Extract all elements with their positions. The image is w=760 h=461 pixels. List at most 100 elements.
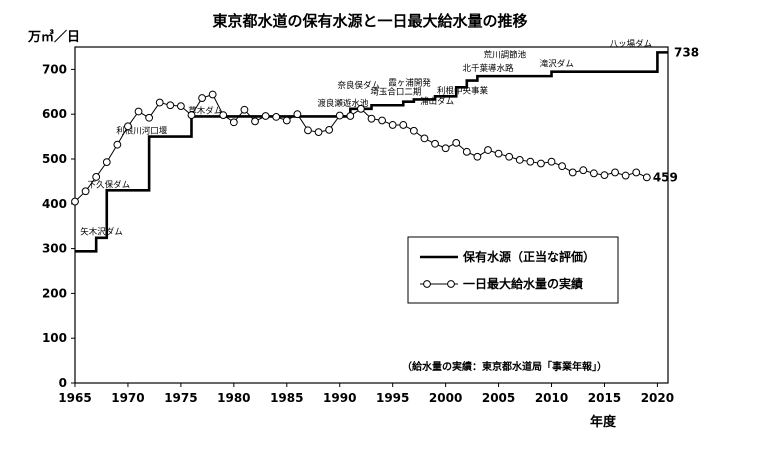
data-point (229, 118, 238, 127)
x-tick-label: 2020 (641, 391, 674, 405)
x-tick-label: 2000 (429, 391, 462, 405)
data-point (346, 112, 355, 120)
data-point (409, 126, 418, 135)
data-point (325, 125, 334, 134)
x-tick-label: 1970 (111, 391, 144, 405)
data-point (505, 152, 514, 161)
data-point (431, 139, 439, 148)
data-point (251, 117, 259, 126)
x-tick-label: 2010 (535, 391, 568, 405)
x-tick-label: 1985 (270, 391, 303, 405)
annotation-label: 浦山ダム (420, 96, 454, 107)
source-note: （給水量の実績：東京都水道局「事業年報」） (402, 360, 607, 373)
axis-ticks: 0 100 200 300 400 500 600 700 1965 1970 1975 1980 19… (42, 62, 674, 405)
data-point (452, 138, 461, 147)
data-point (261, 112, 270, 120)
data-point (589, 169, 598, 178)
data-point (166, 101, 175, 110)
annotation-label: 北千葉導水路 (462, 63, 514, 74)
series-line-supply (75, 51, 668, 253)
data-point (441, 144, 450, 153)
data-point (473, 152, 482, 161)
data-point (102, 158, 111, 167)
annotation-label: 利根川河口堰 (116, 126, 168, 137)
data-point (420, 134, 429, 143)
data-point (357, 104, 365, 113)
data-point (547, 157, 556, 166)
chart-title: 東京都水道の保有水源と一日最大給水量の推移 (212, 12, 527, 30)
annotation-label: 奈良俣ダム (338, 80, 381, 91)
data-point (92, 173, 101, 181)
data-point (198, 94, 206, 102)
data-point (272, 112, 281, 121)
data-point (304, 126, 312, 135)
legend-label-supply: 保有水源（正当な評価） (462, 249, 595, 264)
x-tick-label: 2015 (588, 391, 621, 405)
y-tick-label: 400 (42, 197, 67, 211)
data-point (611, 168, 619, 177)
data-point (537, 159, 545, 168)
annotation-label: 矢木沢ダム (80, 226, 123, 237)
x-tick-label: 1990 (323, 391, 356, 405)
data-point (282, 116, 291, 125)
data-point (388, 121, 397, 129)
data-point (71, 197, 79, 206)
data-point (526, 157, 535, 166)
y-tick-label: 300 (42, 242, 67, 256)
x-axis-label: 年度 (590, 414, 617, 430)
legend-label-demand: 一日最大給水量の実績 (463, 276, 583, 291)
x-tick-label: 1975 (164, 391, 197, 405)
y-tick-label: 600 (42, 107, 67, 121)
end-label-supply: 738 (674, 45, 699, 59)
data-point (219, 111, 228, 119)
data-point (558, 162, 567, 171)
data-point (484, 146, 492, 154)
y-tick-label: 0 (59, 376, 67, 390)
annotation-label: 滝沢ダム (540, 58, 574, 69)
end-label-demand: 459 (653, 170, 678, 184)
annotation-label: 渡良瀬遊水池 (317, 98, 369, 109)
data-point (293, 110, 302, 119)
data-point (399, 121, 408, 129)
legend-box (407, 236, 619, 304)
annotation-label: 下久保ダム (88, 179, 131, 190)
data-point (145, 113, 154, 122)
data-point (81, 187, 90, 196)
legend: 保有水源（正当な評価） 一日最大給水量の実績 (407, 236, 619, 304)
y-axis-label: 万㎥／日 (27, 29, 80, 45)
data-point (208, 90, 217, 99)
data-point (240, 105, 249, 114)
x-tick-label: 2005 (482, 391, 515, 405)
y-tick-label: 700 (42, 62, 67, 76)
data-point (579, 166, 588, 175)
annotation-label: 荒川調節池 (484, 49, 527, 60)
data-point (494, 149, 503, 158)
y-tick-label: 100 (42, 331, 67, 345)
data-point (367, 114, 376, 123)
data-point (134, 107, 143, 116)
data-point (335, 111, 344, 120)
data-point (632, 168, 641, 177)
annotation-label: 八ッ場ダム (610, 39, 653, 50)
annotation-label: 埼玉合口二期 (370, 87, 421, 98)
annotation-label: 利根中央事業 (437, 85, 489, 96)
data-point (515, 155, 524, 164)
data-point (621, 171, 630, 180)
y-tick-label: 500 (42, 152, 67, 166)
data-point (642, 173, 651, 182)
data-point (568, 168, 577, 177)
y-tick-label: 200 (42, 286, 67, 300)
data-point (113, 140, 122, 149)
series-layer: 738 459 (71, 45, 699, 253)
data-point (314, 128, 323, 137)
x-tick-label: 1980 (217, 391, 250, 405)
data-point (124, 122, 132, 131)
data-point (462, 147, 471, 156)
x-tick-label: 1965 (58, 391, 91, 405)
annotation-label: 草木ダム (188, 105, 222, 116)
data-point (187, 111, 196, 119)
data-point (600, 171, 609, 180)
data-point (176, 102, 185, 111)
data-point (378, 116, 386, 125)
